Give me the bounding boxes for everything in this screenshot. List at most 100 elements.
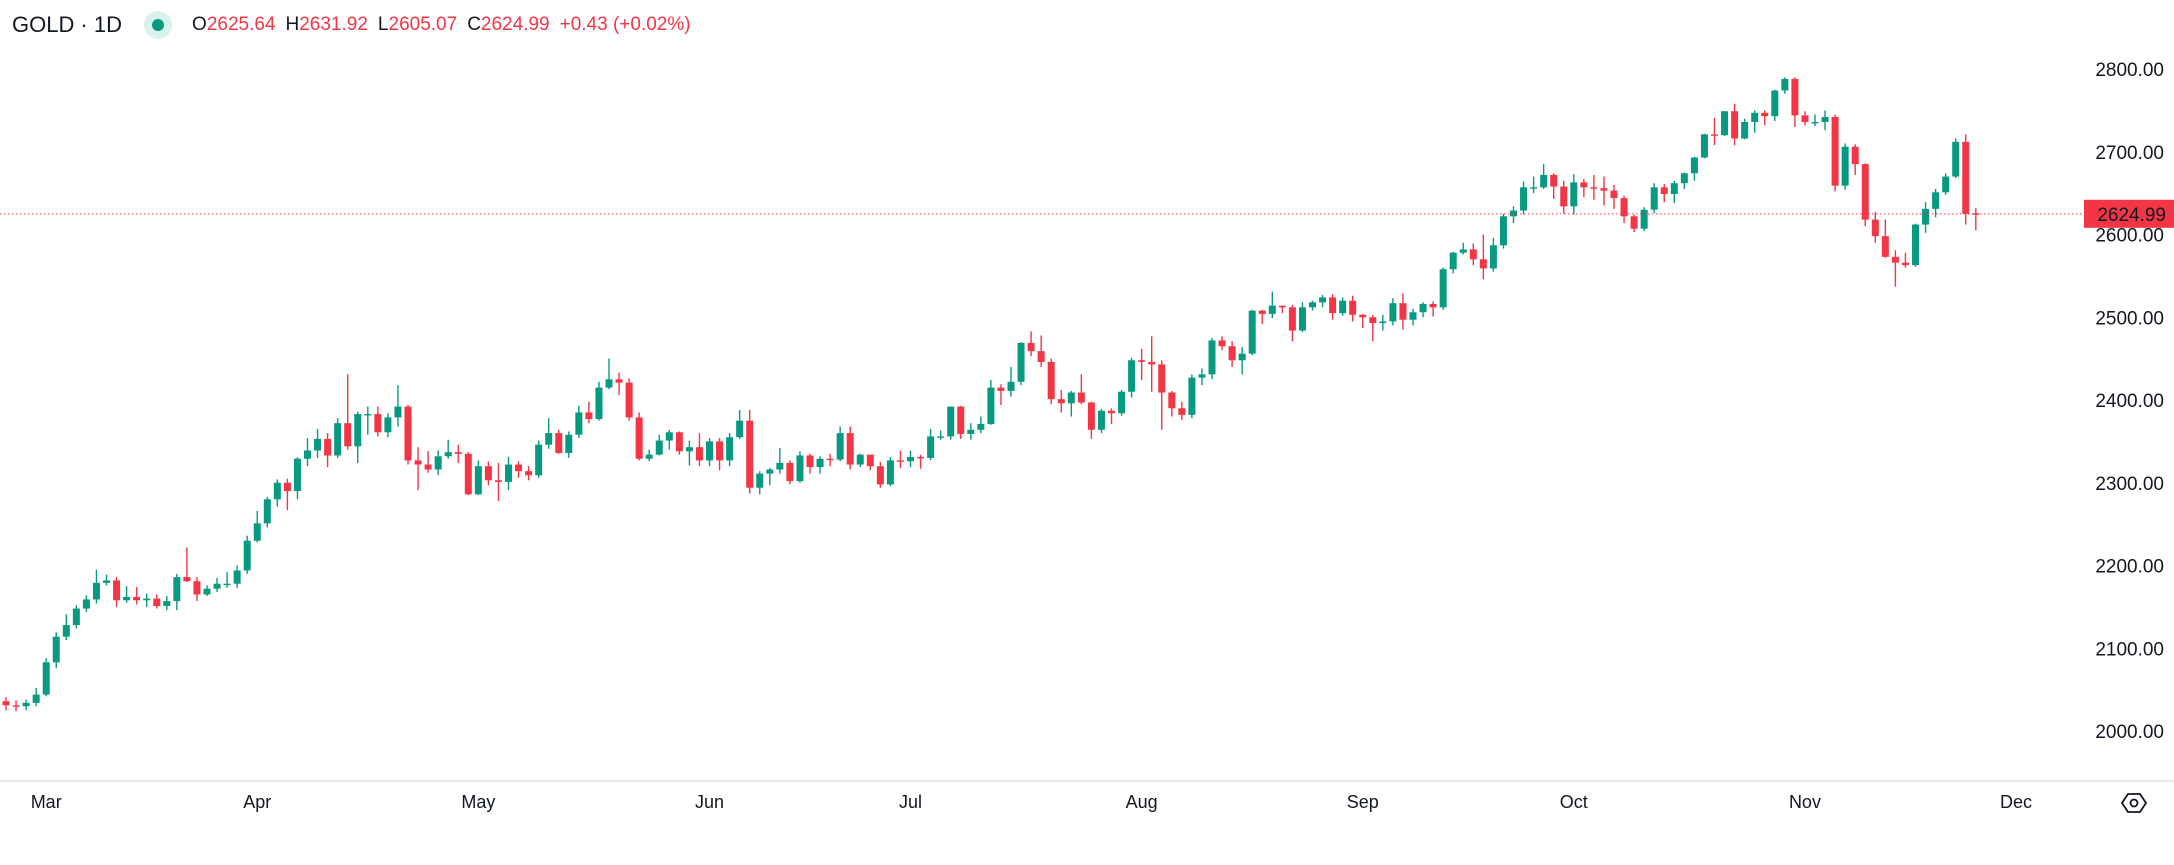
candle (92, 569, 100, 604)
candle-body (997, 387, 1005, 391)
price-axis[interactable]: 2000.00 2100.00 2200.00 2300.00 2400.00 2500.… (2095, 60, 2164, 743)
candle (1077, 374, 1085, 405)
candle (1912, 223, 1919, 267)
time-tick-label: Jul (899, 792, 922, 812)
candle-body (1530, 187, 1538, 189)
candle (1158, 360, 1166, 430)
candle-body (675, 432, 683, 452)
candle-body (836, 433, 844, 460)
candle-body (1861, 164, 1869, 220)
candle (334, 418, 342, 458)
candle (163, 596, 171, 611)
candle (796, 451, 804, 483)
candle-body (1791, 78, 1799, 116)
change-value: +0.43 (+0.02%) (559, 14, 691, 35)
candle-body (515, 464, 523, 472)
candle (806, 453, 814, 474)
candle (1901, 252, 1909, 268)
candle-body (163, 601, 171, 607)
candle-body (1228, 346, 1236, 361)
candle-body (203, 588, 211, 595)
candle (635, 412, 643, 461)
open-value: O2625.64 (192, 14, 276, 35)
candle-body (1339, 300, 1347, 314)
candle-body (193, 581, 201, 595)
price-tick-label: 2400.00 (2095, 391, 2164, 412)
candle (304, 438, 311, 467)
candle (555, 429, 563, 454)
time-tick-label: Mar (31, 792, 62, 812)
candle (1962, 134, 1970, 225)
candle (1097, 409, 1105, 434)
hexagon-eye-icon[interactable] (2120, 793, 2148, 813)
time-tick-label: Oct (1560, 792, 1588, 812)
candle-body (1841, 146, 1849, 186)
last-price-tag: 2624.99 (2084, 199, 2174, 228)
candle-body (22, 702, 30, 707)
candle (1409, 308, 1417, 326)
candle-body (1751, 112, 1759, 122)
candle-body (1741, 121, 1749, 139)
candle (716, 438, 724, 471)
candle-body (1369, 317, 1377, 324)
candle (1067, 390, 1075, 417)
candle (1208, 337, 1216, 380)
candle (434, 450, 442, 476)
high-value: H2631.92 (285, 14, 368, 35)
time-axis[interactable]: Mar Apr May Jun Jul Aug Sep Oct Nov Dec (31, 792, 2032, 812)
market-open-status-icon[interactable] (144, 11, 173, 39)
candle (1881, 219, 1889, 258)
candle (1218, 336, 1226, 351)
candle (1389, 298, 1397, 326)
candle (1118, 390, 1126, 416)
candle (1540, 164, 1548, 189)
candle (484, 461, 492, 486)
candle (173, 573, 181, 611)
candle (1560, 180, 1568, 214)
candle (153, 594, 161, 609)
candle-body (625, 382, 633, 418)
candle-body (1258, 310, 1266, 314)
candle-body (464, 453, 472, 495)
candle (1459, 242, 1467, 255)
candle-body (243, 540, 251, 571)
candle (113, 577, 121, 607)
candle (615, 372, 623, 396)
candle (1761, 110, 1769, 126)
candle (324, 433, 332, 468)
candle (223, 572, 231, 588)
candle (1148, 336, 1156, 392)
candle-body (1158, 364, 1166, 393)
candle (826, 453, 834, 467)
candle (766, 467, 774, 486)
candle-body (484, 466, 492, 481)
candle-body (1881, 236, 1889, 257)
candle-body (1037, 351, 1045, 362)
candle (525, 466, 533, 481)
candle-body (434, 456, 442, 470)
candle (474, 460, 482, 496)
candle-body (92, 582, 100, 600)
price-tick-label: 2500.00 (2095, 308, 2164, 329)
symbol-interval[interactable]: GOLD · 1D (12, 12, 123, 37)
candle (1660, 184, 1668, 203)
candle-body (1309, 302, 1316, 308)
candle (1479, 234, 1487, 280)
candle-body (72, 608, 80, 626)
candle (896, 450, 904, 468)
candle (957, 405, 965, 439)
candle-body (987, 387, 995, 424)
last-price-tag-bg (2084, 199, 2174, 228)
candle-body (82, 599, 90, 609)
candle-body (1298, 307, 1306, 331)
candle (515, 461, 523, 478)
candle (776, 447, 784, 474)
candle-body (1801, 115, 1809, 122)
candle-body (1459, 249, 1467, 253)
candle-body (113, 580, 121, 601)
candle-body (183, 577, 191, 582)
candle (12, 700, 20, 712)
candle (1550, 173, 1558, 199)
candle (1168, 390, 1176, 417)
